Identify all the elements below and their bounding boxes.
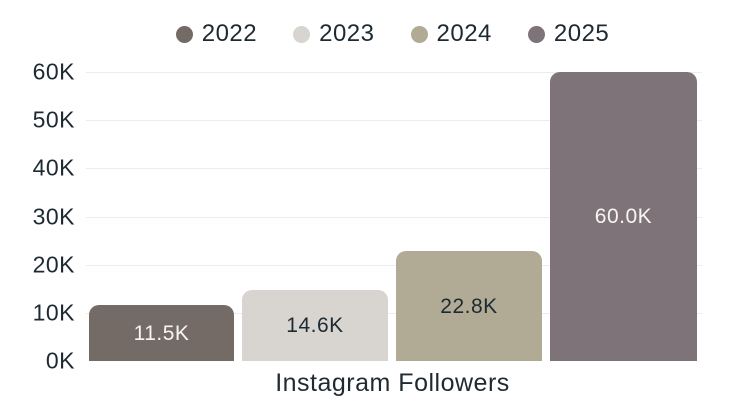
gridline-20k xyxy=(86,265,702,266)
legend-dot-icon xyxy=(527,25,545,43)
ytick-label: 30K xyxy=(32,203,75,230)
legend-dot-icon xyxy=(293,25,311,43)
ytick-label: 10K xyxy=(32,299,75,326)
bar-2025: 60.0K xyxy=(550,72,697,361)
ytick-label: 40K xyxy=(32,154,75,181)
legend-dot-icon xyxy=(410,25,428,43)
bar-value-label: 22.8K xyxy=(440,294,498,318)
x-axis-title: Instagram Followers xyxy=(275,369,510,397)
gridline-50k xyxy=(86,120,702,121)
bar-2024: 22.8K xyxy=(396,251,542,361)
legend-item-2022: 2022 xyxy=(175,20,258,47)
gridline-30k xyxy=(86,217,702,218)
bar-2023: 14.6K xyxy=(242,290,388,361)
gridline-10k xyxy=(86,313,702,314)
legend-label: 2024 xyxy=(436,20,492,47)
bar-value-label: 14.6K xyxy=(286,314,344,337)
legend-item-2023: 2023 xyxy=(293,22,374,46)
legend: 2022 2023 2024 2025 xyxy=(88,22,697,46)
gridline-60k xyxy=(86,72,702,73)
legend-label: 2022 xyxy=(201,20,258,47)
legend-dot-icon xyxy=(175,25,193,43)
ytick-label: 50K xyxy=(32,106,75,133)
legend-label: 2023 xyxy=(319,20,375,47)
legend-item-2025: 2025 xyxy=(527,20,610,47)
ytick-label: 0K xyxy=(45,347,75,374)
ytick-label: 20K xyxy=(32,251,75,278)
legend-label: 2025 xyxy=(553,20,610,47)
legend-item-2024: 2024 xyxy=(410,20,492,47)
bar-value-label: 60.0K xyxy=(594,205,653,228)
gridline-40k xyxy=(86,168,702,169)
ytick-label: 60K xyxy=(32,58,75,85)
bar-value-label: 11.5K xyxy=(133,321,190,345)
bar-2022: 11.5K xyxy=(89,305,234,361)
